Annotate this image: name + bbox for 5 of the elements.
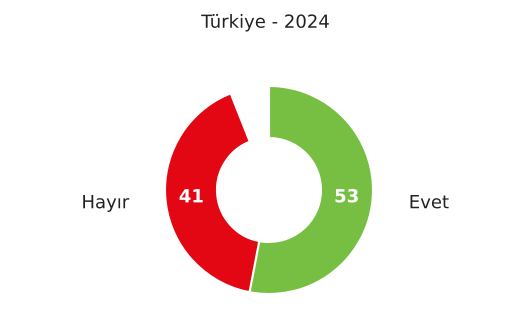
chart-title: Türkiye - 2024 — [201, 14, 329, 32]
slice-label: Evet — [410, 195, 449, 208]
data-label: 41 — [180, 189, 203, 202]
data-label: 53 — [335, 188, 358, 203]
slice-label: Hayır — [83, 195, 130, 212]
